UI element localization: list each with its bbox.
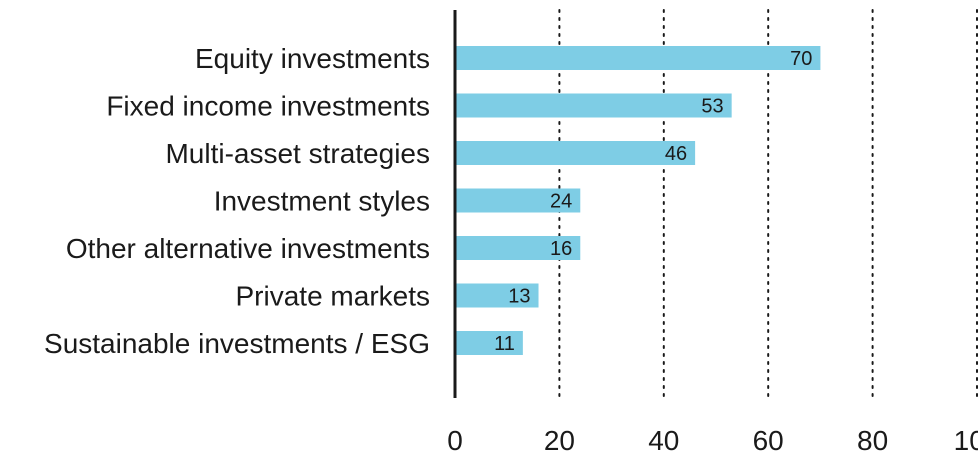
bar-6	[455, 331, 523, 355]
category-label: Investment styles	[214, 186, 430, 217]
data-label: 53	[701, 96, 723, 118]
category-label: Fixed income investments	[106, 91, 430, 122]
category-label: Equity investments	[195, 43, 430, 74]
data-label: 70	[790, 48, 812, 70]
data-label: 16	[550, 238, 572, 260]
x-tick-label: 0	[447, 425, 463, 456]
bar-3	[455, 188, 581, 213]
bar-0	[455, 46, 821, 70]
x-tick-label: 80	[857, 425, 888, 456]
x-tick-label: 40	[648, 425, 679, 456]
bar-4	[455, 236, 581, 260]
category-label: Private markets	[236, 281, 431, 312]
category-label: Multi-asset strategies	[165, 138, 430, 169]
x-tick-label: 60	[753, 425, 784, 456]
data-label: 13	[508, 286, 530, 308]
data-label: 46	[665, 143, 687, 165]
category-label: Sustainable investments / ESG	[44, 328, 430, 359]
bar-1	[455, 93, 732, 118]
x-tick-label: 100	[954, 425, 978, 456]
data-label: 24	[550, 191, 572, 213]
bars	[455, 46, 821, 355]
bar-2	[455, 141, 696, 165]
x-tick-label: 20	[544, 425, 575, 456]
data-labels: 70 53 46 24 16 13 11	[494, 48, 812, 355]
category-label: Other alternative investments	[66, 233, 430, 264]
category-labels: Equity investments Fixed income investmen…	[44, 43, 430, 359]
data-label: 11	[494, 333, 515, 355]
x-tick-labels: 0 20 40 60 80 100	[447, 425, 978, 456]
bar-5	[455, 283, 539, 308]
